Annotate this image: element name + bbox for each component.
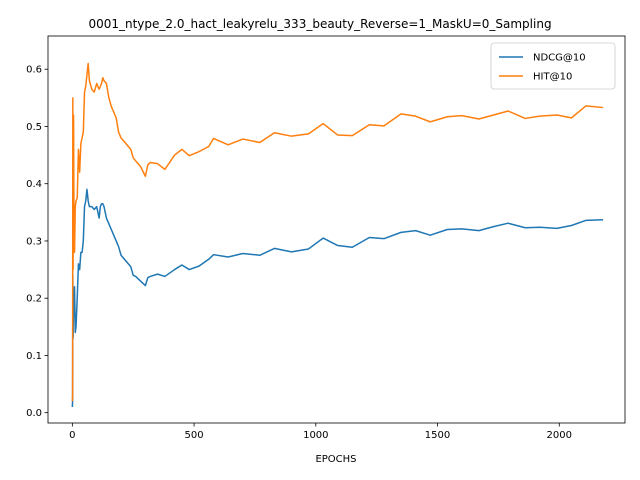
x-tick-label: 1000 [303, 430, 328, 441]
x-tick-label: 2000 [547, 430, 572, 441]
y-tick-label: 0.6 [26, 65, 42, 76]
y-tick-label: 0.4 [26, 179, 42, 190]
series-line-hit-10 [71, 62, 604, 402]
y-tick-label: 0.0 [26, 408, 42, 419]
x-axis-label: EPOCHS [315, 454, 356, 465]
x-tick-label: 500 [185, 430, 204, 441]
y-tick-label: 0.1 [26, 351, 42, 362]
legend-label-hit-10: HIT@10 [533, 72, 572, 83]
legend: NDCG@10 HIT@10 [490, 42, 616, 90]
x-tick-label: 1500 [425, 430, 450, 441]
legend-label-ndcg-10: NDCG@10 [533, 53, 586, 64]
plot-area [71, 62, 604, 408]
x-tick-label: 0 [69, 430, 75, 441]
y-tick-label: 0.3 [26, 236, 42, 247]
axes: 0 500 1000 1500 2000 0.0 0.1 0.2 0.3 0.4 0.5 0.6 [26, 35, 626, 441]
axes-frame [47, 35, 626, 424]
chart-title: 0001_ntype_2.0_hact_leakyrelu_333_beauty… [88, 17, 551, 31]
series-line-ndcg-10 [71, 188, 604, 408]
y-tick-label: 0.2 [26, 294, 42, 305]
legend-box [490, 42, 616, 90]
y-tick-label: 0.5 [26, 122, 42, 133]
